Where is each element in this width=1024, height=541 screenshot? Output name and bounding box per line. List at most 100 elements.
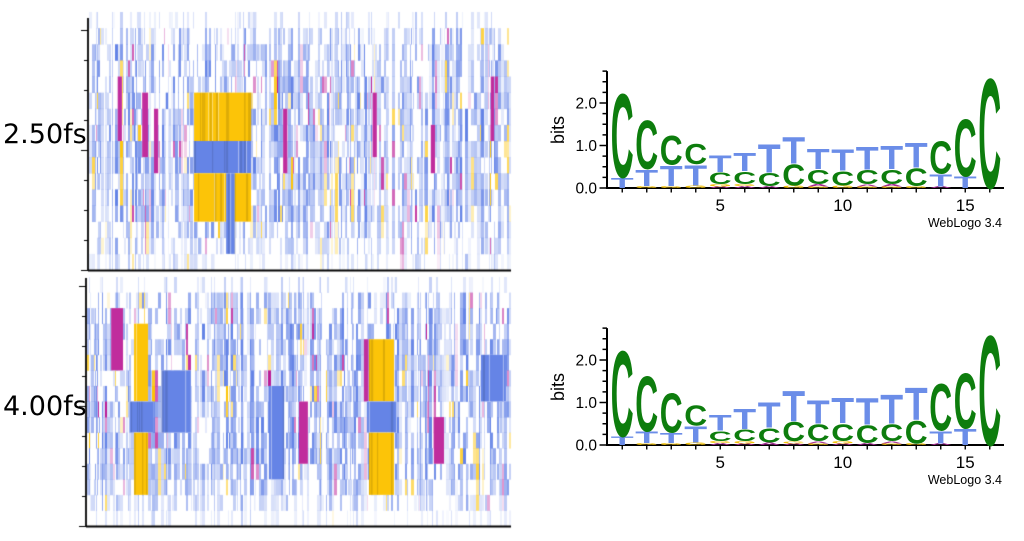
svg-text:T: T bbox=[831, 392, 855, 431]
svg-text:T: T bbox=[954, 174, 977, 192]
svg-text:C: C bbox=[611, 325, 634, 463]
svg-text:C: C bbox=[978, 302, 1001, 478]
svg-text:A: A bbox=[831, 443, 854, 446]
svg-text:bits: bits bbox=[548, 373, 568, 401]
svg-text:A: A bbox=[856, 443, 879, 446]
svg-text:C: C bbox=[660, 127, 683, 174]
svg-text:C: C bbox=[905, 415, 928, 451]
svg-text:C: C bbox=[831, 167, 854, 191]
svg-text:A: A bbox=[880, 441, 903, 444]
svg-text:T: T bbox=[733, 402, 756, 435]
svg-text:T: T bbox=[709, 411, 732, 436]
svg-text:0.0: 0.0 bbox=[575, 438, 597, 455]
svg-text:T: T bbox=[782, 382, 805, 431]
svg-text:C: C bbox=[758, 170, 781, 191]
svg-text:T: T bbox=[758, 137, 781, 183]
svg-text:T: T bbox=[929, 172, 953, 191]
svg-text:C: C bbox=[782, 417, 805, 448]
svg-text:T: T bbox=[856, 141, 879, 177]
svg-text:C: C bbox=[733, 169, 756, 188]
svg-text:A: A bbox=[929, 443, 952, 446]
svg-text:C: C bbox=[954, 359, 977, 446]
svg-text:A: A bbox=[856, 184, 879, 187]
time-label-bottom: 4.00fs bbox=[3, 391, 87, 422]
svg-text:A: A bbox=[733, 186, 756, 189]
svg-text:A: A bbox=[782, 443, 805, 446]
svg-text:T: T bbox=[954, 424, 977, 450]
svg-text:0.0: 0.0 bbox=[575, 181, 597, 198]
svg-text:15: 15 bbox=[956, 453, 975, 472]
svg-text:15: 15 bbox=[956, 196, 975, 215]
svg-text:WebLogo 3.4: WebLogo 3.4 bbox=[928, 473, 1002, 487]
svg-text:T: T bbox=[635, 429, 658, 447]
svg-text:G: G bbox=[709, 440, 732, 443]
svg-text:C: C bbox=[807, 421, 830, 448]
svg-text:C: C bbox=[880, 421, 903, 448]
svg-text:C: C bbox=[709, 170, 732, 188]
svg-text:G: G bbox=[733, 183, 756, 186]
svg-text:T: T bbox=[660, 431, 683, 447]
svg-text:G: G bbox=[684, 185, 707, 189]
svg-text:T: T bbox=[684, 421, 707, 447]
svg-text:A: A bbox=[807, 183, 830, 187]
svg-text:2.0: 2.0 bbox=[575, 96, 597, 113]
svg-text:2.0: 2.0 bbox=[575, 353, 597, 370]
svg-text:1.0: 1.0 bbox=[575, 138, 597, 155]
svg-text:C: C bbox=[880, 165, 903, 189]
svg-text:G: G bbox=[856, 186, 879, 189]
svg-text:T: T bbox=[831, 144, 855, 178]
svg-text:T: T bbox=[660, 159, 683, 192]
svg-text:T: T bbox=[709, 151, 733, 178]
alignment-heatmap-top bbox=[75, 4, 515, 280]
svg-text:T: T bbox=[905, 378, 928, 430]
svg-text:T: T bbox=[880, 140, 903, 177]
svg-text:G: G bbox=[880, 186, 903, 189]
svg-text:T: T bbox=[758, 397, 782, 436]
svg-text:10: 10 bbox=[833, 453, 852, 472]
svg-text:A: A bbox=[807, 441, 830, 444]
svg-text:C: C bbox=[856, 165, 879, 189]
svg-text:G: G bbox=[660, 443, 683, 446]
svg-text:G: G bbox=[635, 186, 658, 189]
svg-text:T: T bbox=[807, 394, 830, 431]
svg-text:C: C bbox=[782, 158, 805, 192]
svg-text:C: C bbox=[831, 420, 854, 447]
svg-text:G: G bbox=[831, 185, 854, 189]
svg-text:C: C bbox=[660, 382, 683, 445]
svg-text:T: T bbox=[929, 429, 953, 448]
svg-text:C: C bbox=[978, 45, 1001, 221]
svg-text:C: C bbox=[684, 399, 707, 432]
svg-text:C: C bbox=[929, 370, 952, 445]
svg-text:C: C bbox=[929, 132, 952, 184]
svg-text:C: C bbox=[758, 424, 781, 448]
svg-text:C: C bbox=[635, 362, 658, 449]
svg-text:G: G bbox=[905, 186, 928, 189]
svg-text:G: G bbox=[709, 183, 732, 187]
svg-text:G: G bbox=[684, 442, 707, 446]
svg-text:1.0: 1.0 bbox=[575, 395, 597, 412]
svg-text:A: A bbox=[758, 186, 781, 189]
svg-text:WebLogo 3.4: WebLogo 3.4 bbox=[928, 216, 1002, 230]
svg-text:C: C bbox=[905, 164, 928, 192]
svg-text:A: A bbox=[733, 443, 756, 446]
svg-text:G: G bbox=[635, 443, 658, 446]
svg-text:T: T bbox=[905, 137, 928, 176]
svg-text:C: C bbox=[856, 421, 879, 449]
svg-text:A: A bbox=[880, 183, 903, 187]
svg-text:bits: bits bbox=[548, 116, 568, 144]
svg-text:G: G bbox=[905, 443, 928, 446]
svg-text:C: C bbox=[635, 107, 658, 185]
svg-text:T: T bbox=[611, 435, 634, 448]
svg-text:T: T bbox=[880, 386, 903, 433]
svg-text:T: T bbox=[856, 389, 879, 433]
svg-text:A: A bbox=[709, 443, 732, 446]
svg-text:T: T bbox=[635, 165, 658, 191]
time-label-top: 2.50fs bbox=[3, 119, 87, 150]
svg-text:G: G bbox=[733, 440, 756, 444]
svg-text:A: A bbox=[709, 186, 732, 189]
svg-text:10: 10 bbox=[833, 196, 852, 215]
svg-text:C: C bbox=[807, 165, 830, 189]
